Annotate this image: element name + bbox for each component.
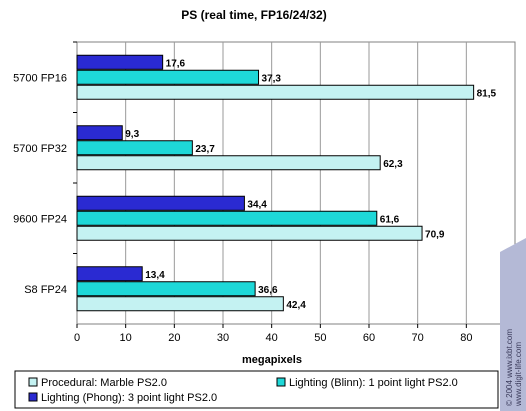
x-tick-label: 30 bbox=[217, 332, 229, 344]
x-tick-label: 0 bbox=[74, 332, 80, 344]
value-label: 61,6 bbox=[380, 214, 400, 225]
x-tick-label: 50 bbox=[314, 332, 326, 344]
legend: Procedural: Marble PS2.0 Lighting (Blinn)… bbox=[14, 370, 499, 409]
bar bbox=[76, 210, 378, 226]
x-tick-label: 20 bbox=[168, 332, 180, 344]
bar bbox=[76, 84, 475, 100]
x-axis-label: megapixels bbox=[242, 354, 302, 366]
legend-swatch bbox=[28, 392, 38, 402]
value-label: 34,4 bbox=[247, 199, 267, 210]
chart-title: PS (real time, FP16/24/32) bbox=[181, 8, 326, 22]
category-label: 5700 FP16 bbox=[13, 72, 67, 84]
watermark-tab bbox=[500, 238, 526, 411]
legend-label: Lighting (Blinn): 1 point light PS2.0 bbox=[289, 377, 458, 389]
value-label: 13,4 bbox=[145, 270, 165, 281]
bar bbox=[76, 125, 123, 141]
x-tick-label: 60 bbox=[363, 332, 375, 344]
value-label: 81,5 bbox=[477, 88, 497, 99]
bar bbox=[76, 69, 260, 85]
value-label: 9,3 bbox=[125, 129, 139, 140]
value-label: 62,3 bbox=[383, 159, 403, 170]
bar bbox=[76, 266, 143, 282]
value-label: 70,9 bbox=[425, 229, 445, 240]
x-tick-label: 10 bbox=[120, 332, 132, 344]
value-label: 17,6 bbox=[166, 58, 186, 69]
value-label: 36,6 bbox=[258, 285, 278, 296]
x-tick-label: 40 bbox=[266, 332, 278, 344]
bar bbox=[76, 195, 245, 211]
plot-area: 01020304050607080905700 FP1617,637,381,5… bbox=[13, 41, 521, 344]
legend-swatch bbox=[276, 377, 286, 387]
legend-frame bbox=[14, 370, 499, 409]
bar bbox=[76, 140, 193, 156]
legend-label: Lighting (Phong): 3 point light PS2.0 bbox=[41, 392, 217, 404]
x-tick-label: 80 bbox=[460, 332, 472, 344]
watermark: © 2004 www.ixbt.com www.digit-life.com bbox=[500, 238, 526, 411]
x-tick-label: 70 bbox=[412, 332, 424, 344]
legend-label: Procedural: Marble PS2.0 bbox=[41, 377, 167, 389]
category-label: 9600 FP24 bbox=[13, 213, 67, 225]
bar bbox=[76, 155, 381, 171]
bar bbox=[76, 296, 284, 312]
value-label: 42,4 bbox=[286, 300, 306, 311]
watermark-text-2: www.digit-life.com bbox=[514, 342, 523, 407]
bar bbox=[76, 54, 164, 70]
watermark-text: © 2004 www.ixbt.com bbox=[505, 329, 514, 406]
value-label: 37,3 bbox=[262, 73, 282, 84]
category-label: 5700 FP32 bbox=[13, 143, 67, 155]
bar bbox=[76, 225, 423, 241]
legend-swatch bbox=[28, 377, 38, 387]
value-label: 23,7 bbox=[195, 144, 215, 155]
bar bbox=[76, 281, 256, 297]
category-label: S8 FP24 bbox=[24, 284, 67, 296]
